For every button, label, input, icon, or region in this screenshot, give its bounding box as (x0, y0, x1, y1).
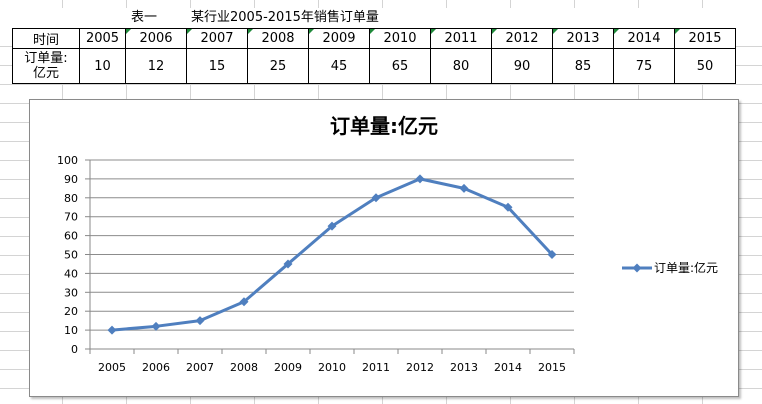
data-point-marker (503, 202, 513, 212)
data-point-marker (327, 221, 337, 231)
table-caption: 表一 某行业2005-2015年销售订单量 (0, 8, 762, 28)
year-cell[interactable]: 2005 (79, 28, 126, 49)
y-tick-label: 100 (57, 154, 78, 167)
y-tick-label: 50 (64, 249, 78, 262)
data-point-marker (239, 297, 249, 307)
year-cell[interactable]: 2008 (247, 28, 309, 49)
series-line (107, 174, 557, 335)
data-point-marker (195, 316, 205, 326)
value-cell[interactable]: 65 (369, 48, 431, 84)
value-cell[interactable]: 75 (613, 48, 675, 84)
legend-label: 订单量:亿元 (654, 260, 718, 275)
x-tick-label: 2015 (538, 361, 566, 374)
year-cell[interactable]: 2010 (369, 28, 431, 49)
value-cell[interactable]: 50 (674, 48, 736, 84)
row-header-orders-line2: 亿元 (32, 66, 59, 81)
chart-title: 订单量:亿元 (330, 114, 438, 138)
data-point-marker (371, 193, 381, 203)
year-cell[interactable]: 2015 (674, 28, 736, 49)
y-tick-label: 90 (64, 173, 78, 186)
table-title: 某行业2005-2015年销售订单量 (191, 10, 379, 25)
row-header-time[interactable]: 时间 (12, 28, 80, 49)
x-tick-label: 2010 (318, 361, 346, 374)
year-cell[interactable]: 2006 (125, 28, 187, 49)
data-point-marker (283, 259, 293, 269)
value-cell[interactable]: 12 (125, 48, 187, 84)
value-cell[interactable]: 85 (552, 48, 614, 84)
y-tick-label: 70 (64, 211, 78, 224)
legend-marker (632, 263, 642, 273)
data-point-marker (547, 250, 557, 259)
data-point-marker (151, 321, 161, 331)
y-tick-label: 80 (64, 192, 78, 205)
x-tick-label: 2008 (230, 361, 258, 374)
row-header-orders-line1: 订单量: (24, 51, 68, 66)
year-cell[interactable]: 2013 (552, 28, 614, 49)
year-cell[interactable]: 2012 (491, 28, 553, 49)
y-tick-label: 40 (64, 267, 78, 280)
x-tick-label: 2005 (98, 361, 126, 374)
x-tick-label: 2009 (274, 361, 302, 374)
value-cell[interactable]: 45 (308, 48, 370, 84)
x-tick-label: 2007 (186, 361, 214, 374)
value-cell[interactable]: 90 (491, 48, 553, 84)
data-point-marker (459, 183, 469, 193)
value-cell[interactable]: 15 (186, 48, 248, 84)
data-point-marker (415, 174, 425, 184)
x-tick-label: 2012 (406, 361, 434, 374)
x-tick-label: 2013 (450, 361, 478, 374)
value-cell[interactable]: 10 (79, 48, 126, 84)
legend: 订单量:亿元 (622, 260, 718, 275)
y-tick-label: 0 (71, 343, 78, 356)
y-axis-ticks: 0 10 20 30 40 50 60 70 80 90 100 (57, 154, 78, 356)
data-point-marker (107, 325, 117, 335)
data-table: 时间 2005 2006 2007 2008 2009 2010 2011 2012 2013 2… (12, 28, 736, 84)
y-tick-label: 60 (64, 230, 78, 243)
table-label: 表一 (131, 10, 158, 25)
value-cell[interactable]: 25 (247, 48, 309, 84)
x-axis-ticks: 2005 2006 2007 2008 2009 2010 2011 2012 2013 2014… (98, 361, 566, 374)
row-header-orders[interactable]: 订单量: 亿元 (12, 48, 80, 84)
gridlines (85, 159, 575, 354)
year-cell[interactable]: 2011 (430, 28, 492, 49)
year-cell[interactable]: 2007 (186, 28, 248, 49)
y-tick-label: 30 (64, 286, 78, 299)
x-tick-label: 2014 (494, 361, 522, 374)
x-tick-label: 2006 (142, 361, 170, 374)
x-tick-label: 2011 (362, 361, 390, 374)
y-tick-label: 20 (64, 305, 78, 318)
value-cell[interactable]: 80 (430, 48, 492, 84)
chart-area[interactable]: 订单量:亿元 0 10 20 30 40 50 60 70 80 90 100 2005 2006 20… (29, 99, 739, 397)
y-tick-label: 10 (64, 324, 78, 337)
year-cell[interactable]: 2009 (308, 28, 370, 49)
year-cell[interactable]: 2014 (613, 28, 675, 49)
